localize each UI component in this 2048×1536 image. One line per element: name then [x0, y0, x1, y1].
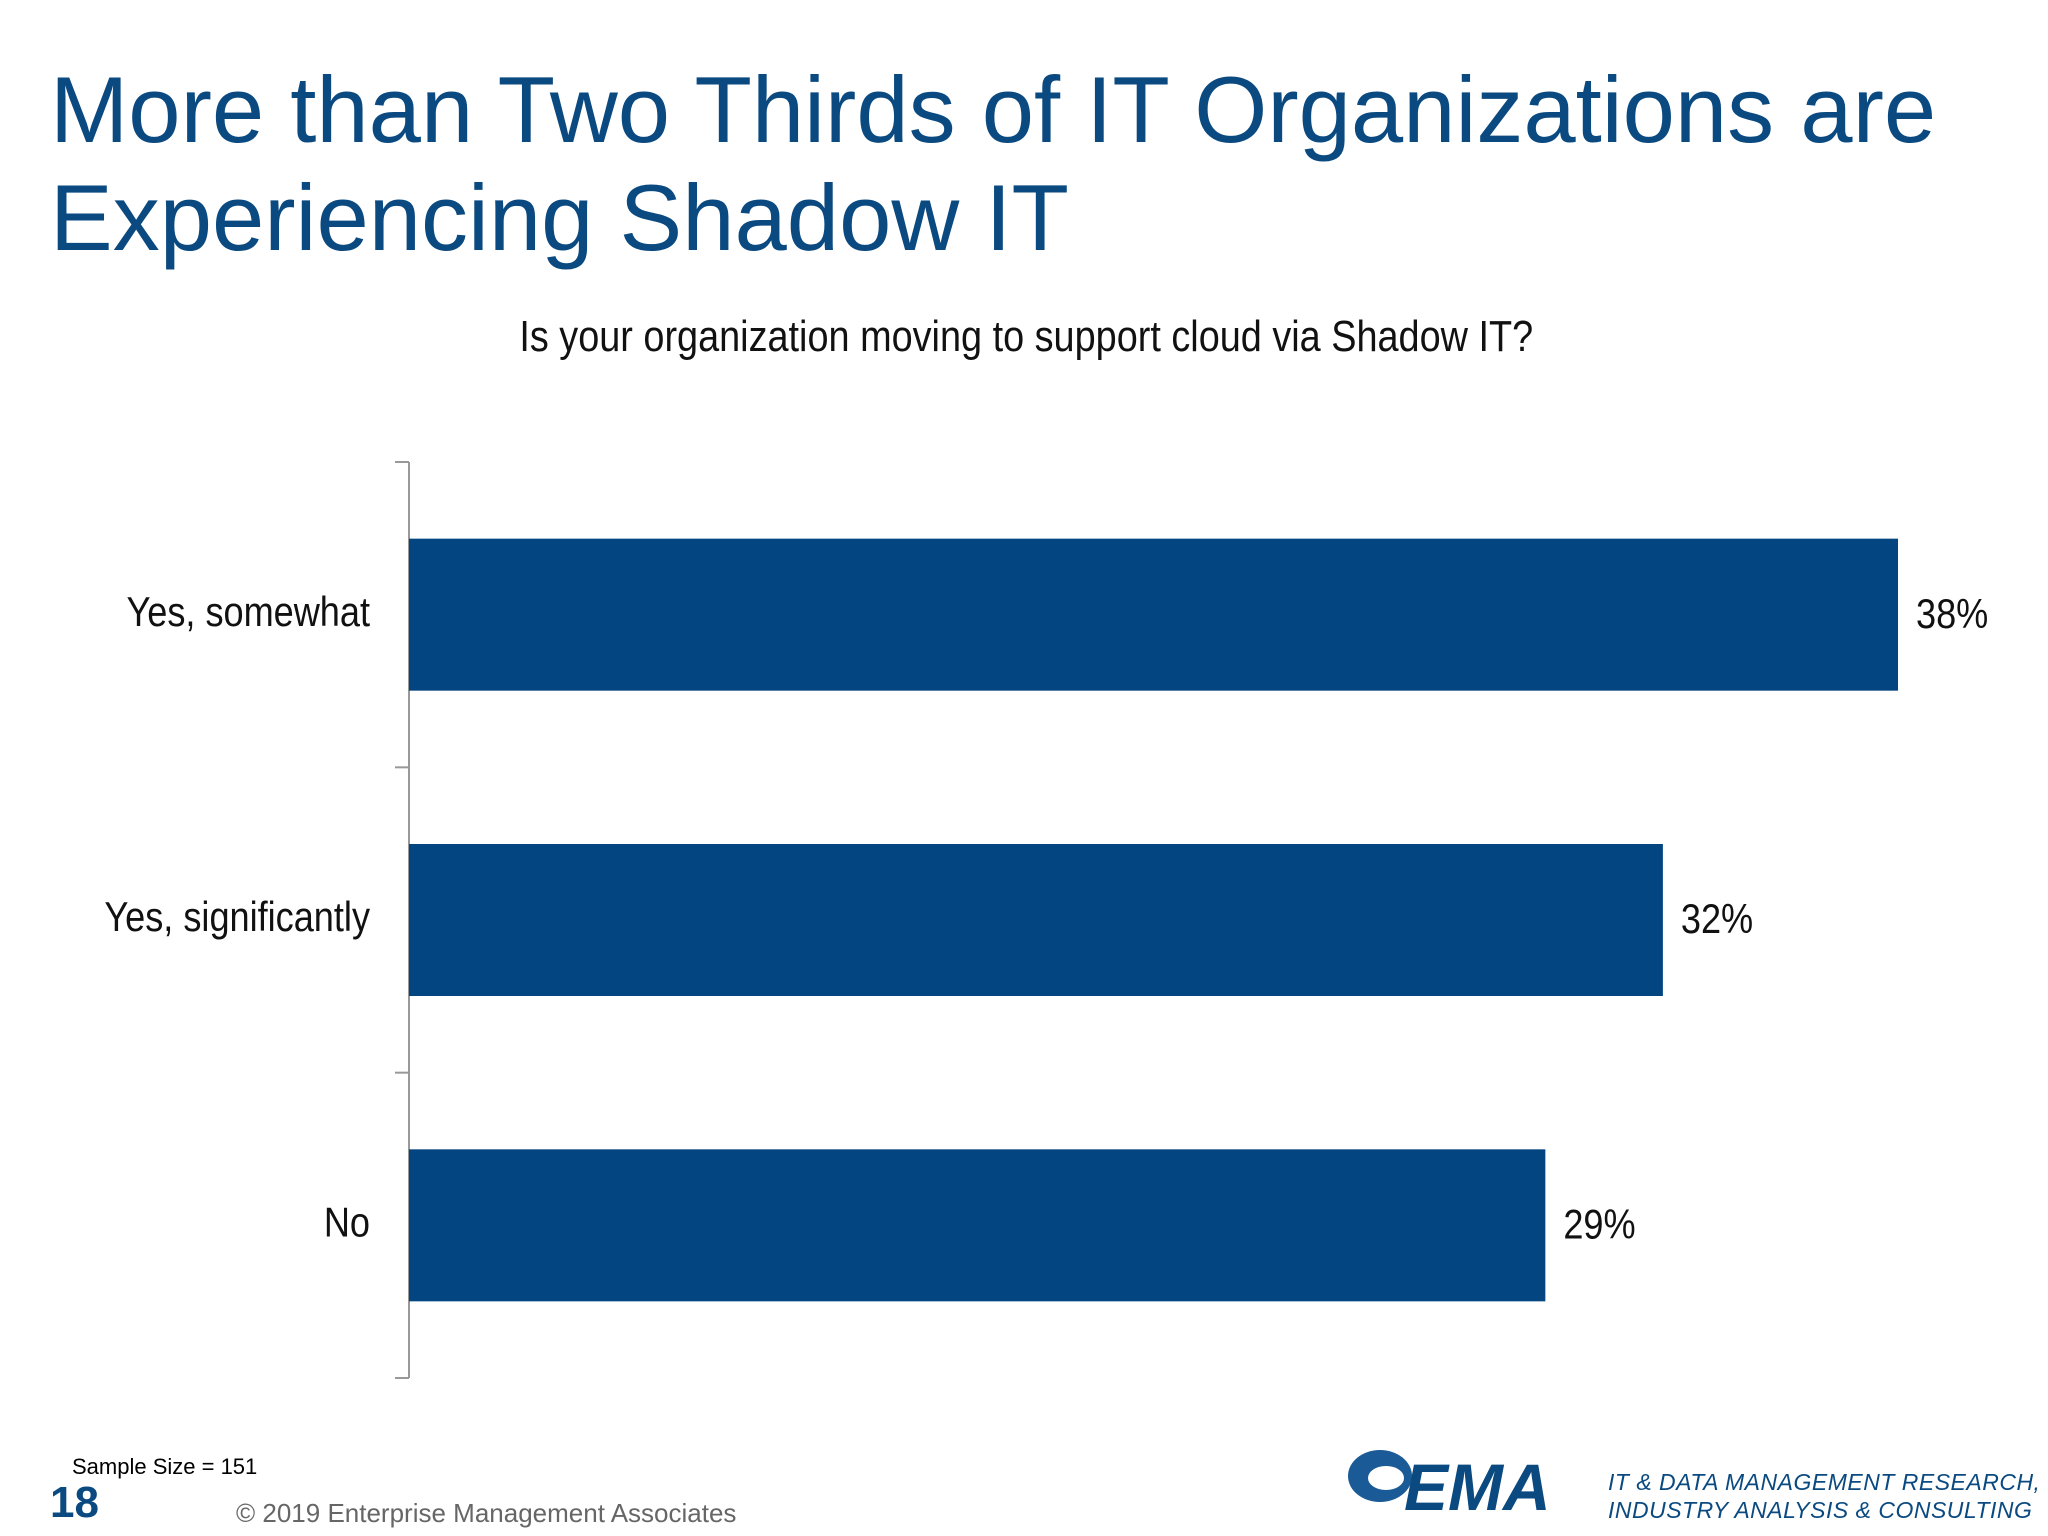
labels: Yes, somewhat 38% Yes, significantly 32% No 2… [104, 589, 1988, 1248]
bar [409, 1149, 1546, 1302]
tagline-line-1: IT & DATA MANAGEMENT RESEARCH, [1608, 1469, 2041, 1495]
category-axis [395, 461, 410, 1379]
data-label: 32% [1681, 897, 1753, 943]
tagline-line-2: INDUSTRY ANALYSIS & CONSULTING [1608, 1497, 2033, 1523]
category-label: Yes, somewhat [126, 589, 370, 635]
data-label: 38% [1916, 591, 1988, 637]
category-label: No [324, 1200, 370, 1246]
category-label: Yes, significantly [104, 895, 370, 941]
sample-size-note: Sample Size = 151 [72, 1454, 258, 1479]
page-number: 18 [50, 1478, 99, 1527]
bar [409, 844, 1663, 996]
bar [409, 538, 1898, 691]
logo-wordmark: EMA [1404, 1450, 1551, 1520]
slide-title: More than Two Thirds of IT Organizations… [50, 57, 1937, 270]
data-label: 29% [1563, 1202, 1635, 1248]
chart-title: Is your organization moving to support c… [519, 312, 1534, 361]
tagline: IT & DATA MANAGEMENT RESEARCH, INDUSTRY … [1608, 1468, 2040, 1524]
bars [409, 538, 1898, 1302]
copyright-notice: © 2019 Enterprise Management Associates [236, 1498, 737, 1528]
ema-logo: EMA [1348, 1450, 1551, 1520]
